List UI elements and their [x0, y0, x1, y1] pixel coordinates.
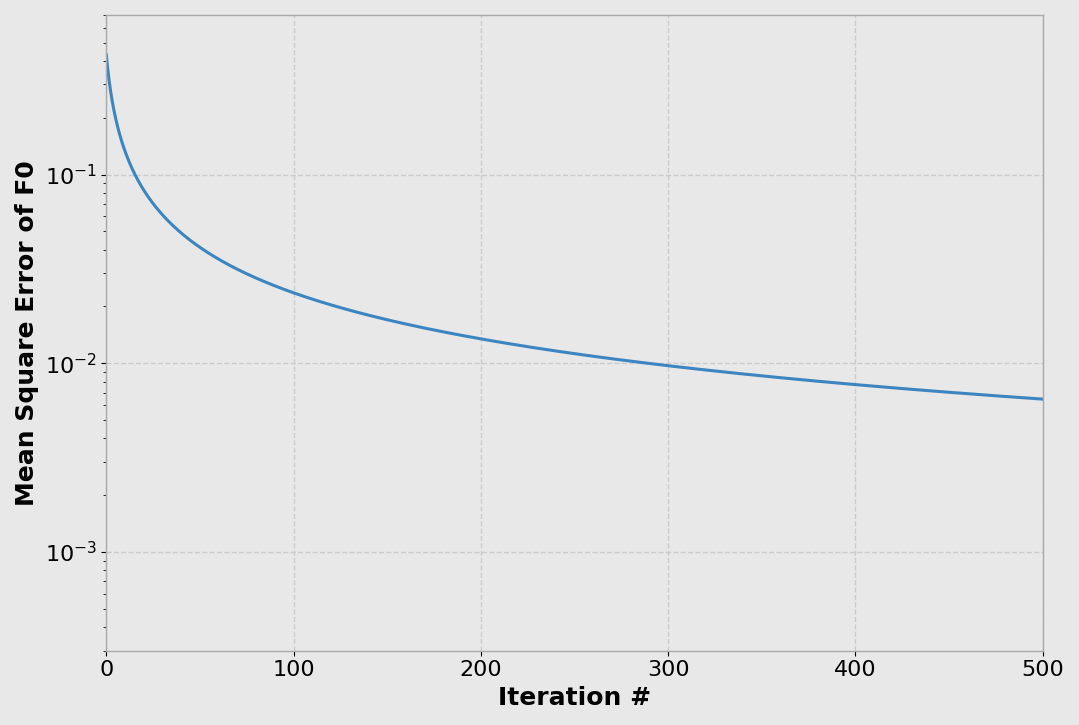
Y-axis label: Mean Square Error of F0: Mean Square Error of F0 [15, 160, 39, 506]
X-axis label: Iteration #: Iteration # [497, 686, 651, 710]
